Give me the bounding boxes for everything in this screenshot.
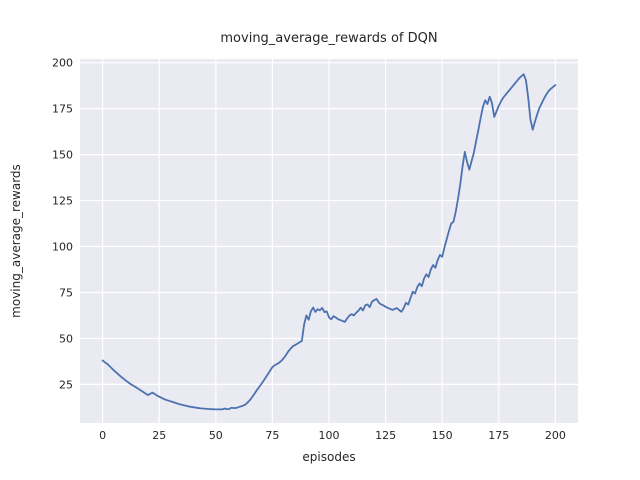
x-tick-label: 175 [488,429,509,442]
y-tick-label: 25 [59,378,73,391]
x-axis-label: episodes [302,450,356,464]
y-tick-label: 150 [52,149,73,162]
y-tick-label: 125 [52,195,73,208]
x-tick-label: 0 [99,429,106,442]
series-line-moving_average_rewards [101,73,557,411]
y-tick-label: 50 [59,332,73,345]
y-tick-label: 175 [52,103,73,116]
y-tick-label: 200 [52,57,73,70]
x-tick-label: 150 [432,429,453,442]
y-tick-label: 75 [59,286,73,299]
chart-title: moving_average_rewards of DQN [220,31,438,46]
x-tick-label: 200 [545,429,566,442]
x-tick-label: 125 [375,429,396,442]
y-tick-label: 100 [52,241,73,254]
x-tick-label: 75 [265,429,279,442]
x-tick-label: 25 [152,429,166,442]
x-tick-label: 100 [319,429,340,442]
x-tick-label: 50 [209,429,223,442]
